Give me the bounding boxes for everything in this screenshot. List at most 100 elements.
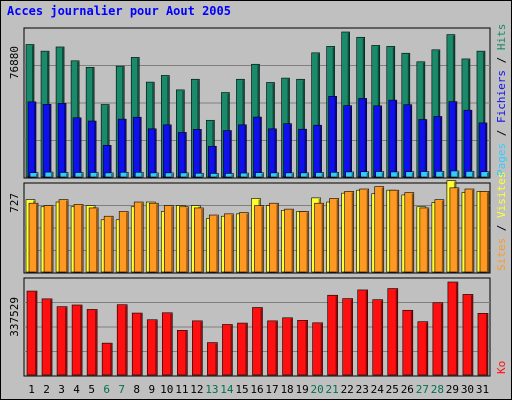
bar-fichiers-day-30-shade — [469, 111, 472, 177]
bar-ko-day-12-highlight — [192, 321, 194, 375]
bar-sites-day-23-body — [359, 188, 370, 273]
bar-pages-day-4-highlight — [75, 173, 77, 177]
bar-sites-day-4-body — [73, 204, 84, 273]
bar-ko-day-29-shade — [455, 283, 458, 375]
bar-sites-day-3-shade — [66, 200, 68, 272]
bar-fichiers-day-28-highlight — [434, 117, 436, 177]
bar-fichiers-day-9 — [147, 128, 157, 178]
bar-ko-day-5-shade — [95, 310, 97, 375]
bar-visites-day-16-highlight — [252, 199, 254, 272]
bar-pages-day-11-highlight — [180, 173, 182, 177]
bar-hits-day-19-highlight — [297, 79, 299, 177]
bar-visites-day-17-highlight — [267, 206, 269, 272]
bar-fichiers-day-17 — [268, 128, 277, 178]
day-label-13: 13 — [205, 383, 218, 396]
bar-pages-day-30-body — [465, 171, 475, 178]
bar-sites-day-17-shade — [276, 204, 279, 272]
bar-sites-day-6-shade — [111, 217, 113, 272]
bar-hits-day-23-highlight — [357, 37, 359, 177]
bar-pages-day-24-highlight — [376, 172, 378, 177]
day-label-15: 15 — [235, 383, 248, 396]
bar-sites-day-12-body — [194, 207, 204, 273]
bar-pages-day-7-highlight — [120, 172, 122, 177]
bar-ko-day-12-body — [192, 320, 203, 376]
bar-sites-day-17-body — [269, 202, 279, 273]
bar-visites-day-2-highlight — [41, 207, 43, 272]
bar-fichiers-day-9-shade — [154, 129, 156, 177]
bar-sites-day-25-shade — [396, 191, 399, 272]
bar-pages-day-27-body — [420, 171, 430, 178]
bar-visites-day-28-highlight — [432, 203, 434, 272]
bar-pages-day-4-shade — [81, 173, 83, 177]
bar-pages-day-2 — [44, 171, 54, 178]
bar-pages-day-20-shade — [321, 173, 324, 177]
bar-fichiers-day-17-highlight — [269, 129, 271, 177]
bar-ko-day-19 — [297, 320, 308, 376]
bar-ko-day-13 — [207, 342, 218, 376]
bar-sites-day-16-shade — [261, 206, 263, 272]
bar-sites-day-30-body — [464, 188, 475, 273]
bar-visites-day-21-highlight — [327, 202, 329, 272]
bar-sites-day-10 — [163, 205, 174, 273]
bar-ko-day-20 — [312, 322, 323, 376]
bar-pages-day-4 — [74, 172, 84, 178]
bar-sites-day-29-highlight — [450, 188, 452, 272]
bar-fichiers-day-4 — [72, 117, 82, 178]
bar-sites-day-25 — [389, 189, 400, 273]
bar-ko-day-16-highlight — [253, 308, 255, 375]
bar-sites-day-1 — [28, 202, 39, 273]
bar-sites-day-28-body — [434, 199, 445, 273]
bar-hits-day-19-shade — [302, 80, 305, 177]
bar-fichiers-day-15-shade — [244, 125, 246, 177]
bar-sites-day-8-shade — [141, 203, 143, 272]
bar-pages-day-19-highlight — [301, 173, 303, 177]
bar-sites-day-10-shade — [171, 206, 173, 272]
bar-pages-day-10-body — [164, 172, 174, 178]
bar-ko-day-7 — [116, 304, 128, 376]
bar-ko-day-1-shade — [35, 292, 37, 375]
bar-ko-day-10-body — [161, 312, 173, 376]
bar-pages-day-14-shade — [231, 174, 233, 177]
bar-visites-day-20-highlight — [312, 198, 314, 272]
bar-sites-day-20-body — [314, 202, 324, 273]
bar-ko-day-23-highlight — [358, 290, 360, 375]
bar-pages-day-15-body — [240, 172, 249, 178]
bar-ko-day-27-highlight — [418, 322, 420, 375]
bar-ko-day-17-shade — [275, 321, 278, 375]
bar-fichiers-day-2-highlight — [43, 104, 45, 177]
bar-fichiers-day-8-shade — [139, 118, 141, 177]
bar-fichiers-day-11 — [178, 132, 187, 178]
bar-hits-day-11-highlight — [176, 90, 178, 177]
bar-ko-day-4-shade — [80, 305, 82, 375]
bar-pages-day-3-shade — [66, 173, 68, 177]
bar-hits-day-8-highlight — [131, 58, 133, 177]
bar-ko-day-30-highlight — [463, 295, 465, 375]
bar-fichiers-day-22 — [343, 105, 352, 178]
bar-sites-day-6-highlight — [104, 216, 106, 272]
bar-ko-day-15-body — [237, 322, 248, 376]
bar-sites-day-2-body — [43, 205, 54, 273]
bar-fichiers-day-20 — [313, 124, 322, 178]
bar-pages-day-19-shade — [306, 173, 309, 177]
bar-fichiers-day-13-highlight — [208, 146, 210, 177]
bar-ko-day-3-highlight — [57, 307, 59, 375]
bar-ko-day-3-shade — [65, 307, 67, 375]
bar-fichiers-day-29-highlight — [449, 102, 451, 177]
day-label-16: 16 — [250, 383, 263, 396]
bar-ko-day-4-body — [71, 304, 83, 376]
bar-pages-day-3-body — [59, 172, 69, 178]
bar-sites-day-11-highlight — [179, 207, 181, 272]
bar-ko-day-17-highlight — [268, 321, 270, 375]
bar-sites-day-19-shade — [306, 212, 309, 272]
bar-ko-day-21-highlight — [328, 295, 330, 375]
bar-ko-day-8 — [131, 312, 143, 376]
bar-fichiers-day-3-highlight — [58, 103, 60, 177]
bar-visites-day-3-highlight — [56, 202, 58, 272]
bar-fichiers-day-31-shade — [484, 123, 487, 177]
bar-sites-day-18-shade — [291, 210, 294, 272]
bar-pages-day-20 — [315, 172, 324, 178]
bar-sites-day-11 — [179, 206, 189, 273]
bar-fichiers-day-6-shade — [109, 146, 111, 177]
bar-fichiers-day-22-highlight — [344, 106, 346, 177]
